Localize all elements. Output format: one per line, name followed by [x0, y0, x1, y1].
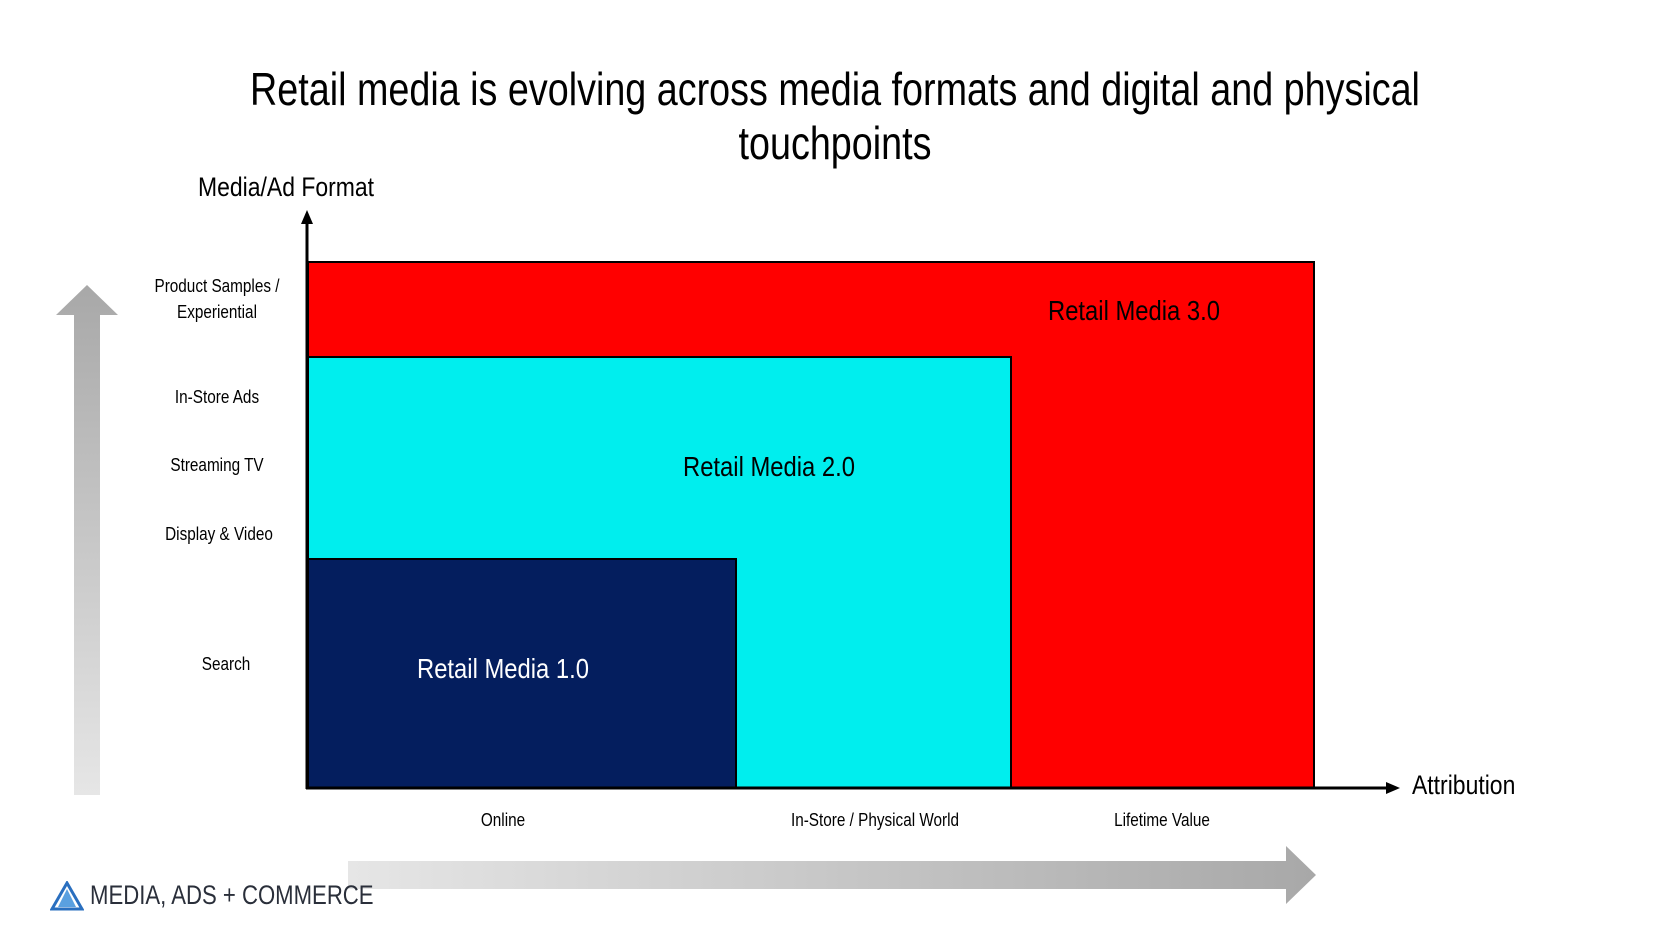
y-label-product-samples-text: Product Samples / Experiential	[154, 276, 280, 322]
vertical-progress-arrow	[56, 285, 118, 795]
zone-retail-media-1	[307, 558, 737, 789]
x-axis-arrowhead	[1386, 782, 1400, 794]
triangle-logo-icon	[50, 880, 84, 910]
y-label-streaming-tv: Streaming TV	[170, 455, 264, 475]
logo-text: MEDIA, ADS + COMMERCE	[90, 880, 374, 910]
y-label-in-store-ads: In-Store Ads	[174, 387, 260, 407]
y-axis-title: Media/Ad Format	[198, 172, 375, 202]
y-label-product-samples: Product Samples / Experiential	[141, 273, 294, 325]
y-label-search: Search	[201, 654, 251, 674]
zone-label-2: Retail Media 2.0	[683, 451, 855, 482]
brand-logo: MEDIA, ADS + COMMERCE	[50, 880, 436, 911]
y-label-display-video: Display & Video	[165, 524, 273, 544]
x-label-online: Online	[480, 810, 526, 830]
page-title: Retail media is evolving across media fo…	[250, 63, 1420, 169]
zone-label-3: Retail Media 3.0	[1048, 295, 1220, 326]
zone-label-1: Retail Media 1.0	[417, 653, 589, 684]
x-label-in-store: In-Store / Physical World	[790, 810, 960, 830]
x-label-lifetime-value: Lifetime Value	[1114, 810, 1210, 830]
horizontal-progress-arrow	[348, 846, 1316, 904]
y-axis-arrowhead	[301, 210, 313, 224]
x-axis-title: Attribution	[1412, 770, 1516, 800]
